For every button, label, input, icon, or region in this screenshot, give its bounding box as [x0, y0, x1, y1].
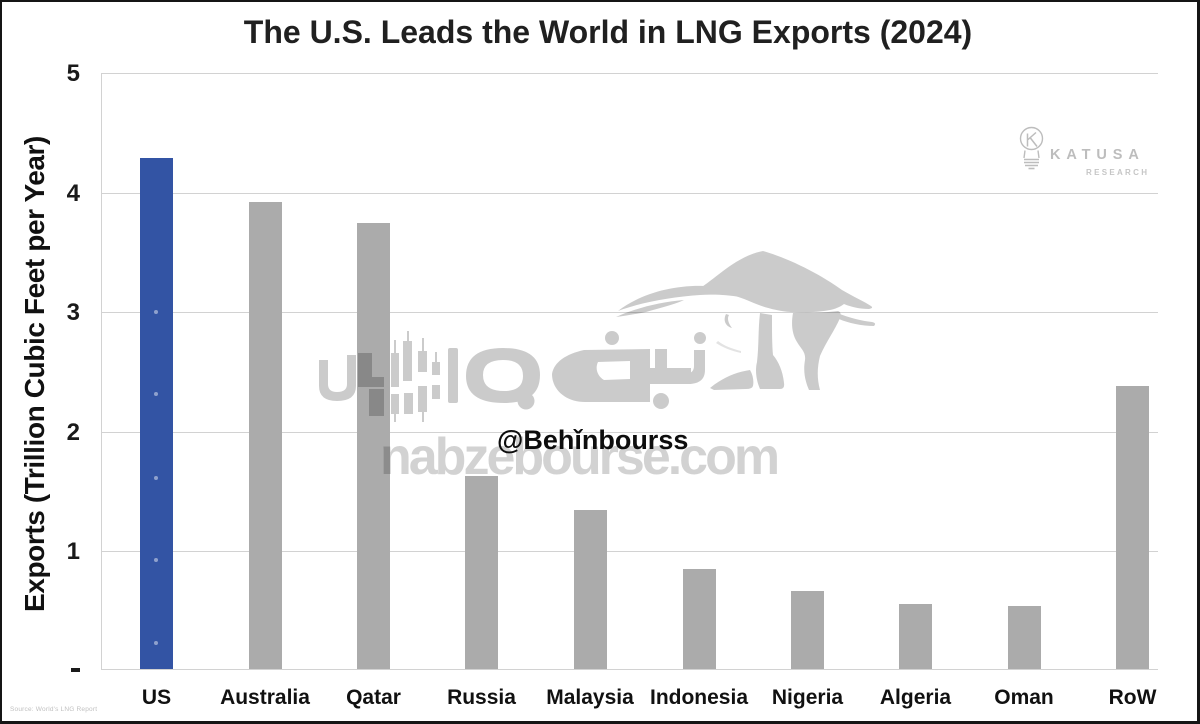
svg-text:KATUSA: KATUSA	[1050, 147, 1145, 163]
svg-text:RESEARCH: RESEARCH	[1086, 168, 1149, 177]
